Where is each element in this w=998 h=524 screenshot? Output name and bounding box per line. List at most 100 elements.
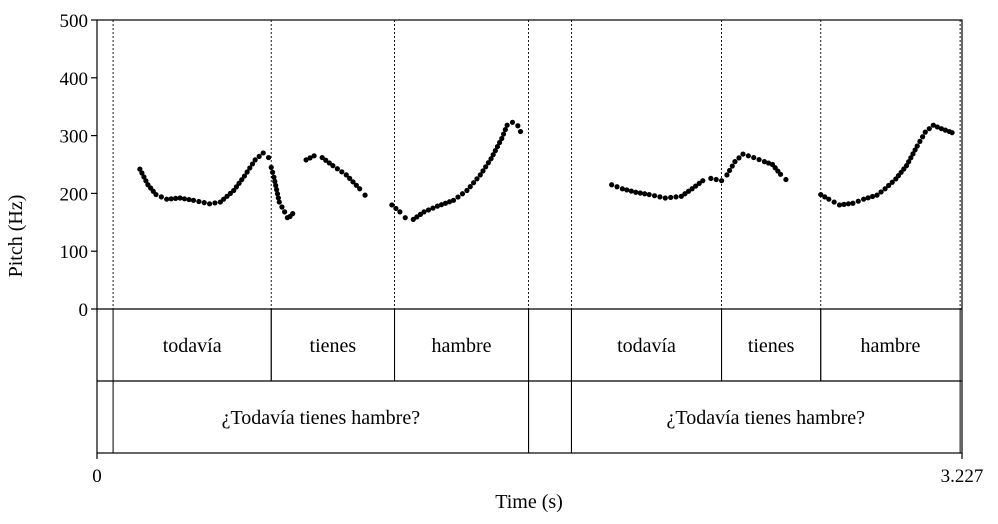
phrase-label: ¿Todavía tienes hambre? — [667, 407, 866, 429]
pitch-point — [693, 183, 699, 189]
x-tick-label-start: 0 — [92, 466, 102, 487]
pitch-point — [260, 150, 266, 156]
pitch-point — [455, 194, 461, 200]
y-tick-label: 100 — [60, 242, 89, 263]
pitch-point — [642, 191, 648, 197]
pitch-point — [930, 122, 936, 128]
pitch-point — [353, 182, 359, 188]
pitch-point — [869, 193, 876, 200]
pitch-point — [609, 182, 615, 188]
pitch-point — [751, 154, 757, 161]
pitch-point — [442, 200, 449, 206]
pitch-point — [708, 175, 714, 181]
y-axis-ticks: 0 100 200 300 400 500 — [60, 11, 97, 321]
y-tick-label: 0 — [79, 300, 89, 321]
pitch-point — [949, 130, 955, 136]
pitch-point — [467, 184, 473, 190]
pitch-point — [247, 165, 253, 171]
pitch-point — [673, 194, 679, 200]
pitch-point — [490, 152, 496, 158]
pitch-point — [912, 147, 918, 153]
pitch-point — [783, 176, 789, 183]
pitch-point — [726, 167, 733, 174]
pitch-point — [239, 177, 245, 183]
y-tick-label: 300 — [60, 127, 89, 148]
pitch-point — [651, 193, 658, 199]
pitch-points — [137, 119, 955, 223]
pitch-point — [256, 153, 262, 160]
pitch-point — [765, 160, 772, 166]
pitch-point — [434, 203, 441, 209]
pitch-point — [430, 205, 436, 211]
pitch-point — [637, 190, 643, 196]
pitch-point — [874, 192, 880, 198]
pitch-point — [236, 180, 242, 186]
pitch-point — [249, 161, 256, 167]
pitch-point — [330, 163, 336, 169]
pitch-point — [186, 196, 192, 203]
pitch-point — [139, 170, 145, 176]
pitch-point — [164, 196, 170, 202]
pitch-point — [334, 166, 340, 172]
pitch-point — [459, 191, 466, 197]
pitch-point — [865, 195, 871, 201]
pitch-point — [153, 191, 159, 198]
pitch-point — [662, 195, 668, 201]
phrase-label: ¿Todavía tienes hambre? — [222, 407, 421, 429]
pitch-point — [480, 168, 486, 174]
pitch-point — [274, 191, 281, 197]
pitch-point — [668, 194, 674, 201]
pitch-point — [474, 176, 480, 182]
pitch-point — [499, 135, 505, 142]
pitch-point — [500, 131, 507, 137]
pitch-point — [196, 198, 202, 205]
pitch-point — [311, 153, 317, 159]
pitch-point — [450, 197, 457, 203]
pitch-point — [389, 202, 395, 208]
plot-frame — [96, 19, 963, 454]
pitch-point — [841, 201, 847, 207]
pitch-point — [624, 187, 630, 193]
interval-boundaries — [112, 20, 961, 453]
pitch-point — [339, 169, 345, 175]
pitch-point — [926, 126, 932, 132]
word-tier-labels: todavía tienes hambre todavía tienes hambre — [163, 335, 921, 357]
word-label: todavía — [617, 335, 676, 357]
y-tick-label: 200 — [60, 184, 89, 205]
pitch-point — [190, 197, 197, 203]
pitch-point — [517, 128, 524, 135]
pitch-point — [357, 186, 363, 192]
pitch-point — [137, 166, 143, 172]
pitch-point — [908, 155, 914, 161]
pitch-point — [282, 209, 288, 215]
x-tick-label-end: 3.227 — [941, 466, 984, 487]
word-label: tienes — [748, 335, 795, 357]
pitch-point — [168, 196, 174, 202]
pitch-point — [889, 179, 895, 185]
pitch-point — [689, 186, 695, 192]
pitch-point — [241, 173, 248, 179]
pitch-point — [836, 202, 843, 208]
pitch-point — [244, 169, 250, 175]
pitch-point — [177, 195, 183, 201]
pitch-point — [181, 196, 188, 202]
pitch-point — [494, 143, 501, 150]
pitch-point — [906, 159, 912, 165]
pitch-point — [276, 199, 282, 205]
pitch-point — [231, 187, 237, 194]
pitch-point — [942, 127, 948, 133]
pitch-point — [831, 199, 837, 205]
pitch-point — [343, 172, 349, 178]
phrase-tier-labels: ¿Todavía tienes hambre? ¿Todavía tienes h… — [222, 407, 866, 429]
pitch-point — [826, 196, 832, 202]
pitch-point — [504, 122, 510, 128]
pitch-point — [273, 182, 279, 189]
pitch-point — [729, 163, 735, 169]
pitch-point — [850, 200, 856, 206]
pitch-point — [446, 199, 453, 205]
pitch-point — [903, 163, 910, 169]
pitch-point — [628, 188, 634, 194]
pitch-point — [268, 164, 274, 170]
